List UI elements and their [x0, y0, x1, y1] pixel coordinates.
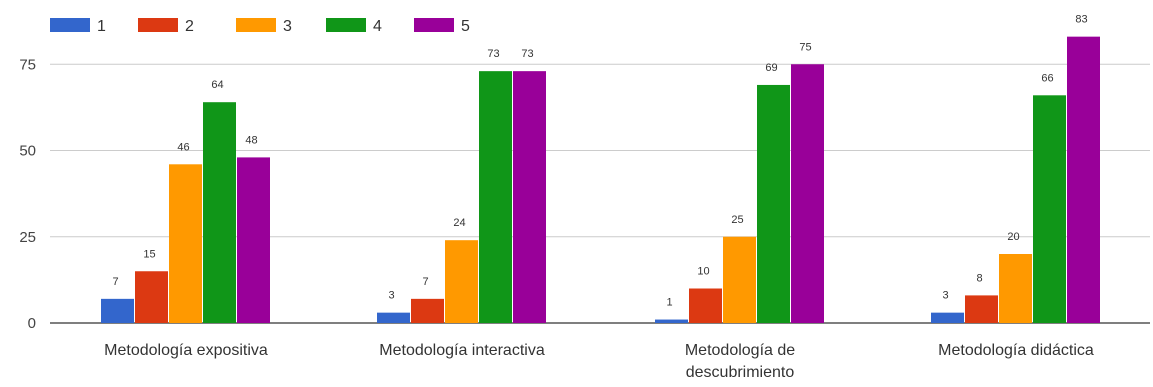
legend-label: 2 [185, 18, 194, 35]
legend-item[interactable]: 5 [414, 18, 470, 35]
legend-swatch [50, 18, 90, 32]
legend-item[interactable]: 3 [236, 18, 292, 35]
bar [791, 64, 824, 323]
bar [655, 319, 688, 323]
legend-item[interactable]: 4 [326, 18, 382, 35]
data-label: 8 [976, 272, 982, 284]
data-label: 15 [143, 248, 155, 260]
bar [757, 84, 790, 323]
bar [931, 312, 964, 323]
bars [101, 36, 1100, 324]
y-tick-label: 50 [19, 143, 36, 160]
data-label: 3 [942, 290, 948, 302]
category-label: descubrimiento [686, 364, 795, 381]
data-label: 24 [453, 217, 465, 229]
bar [101, 298, 134, 323]
bar [169, 164, 202, 323]
bar [513, 71, 546, 324]
data-label: 25 [731, 214, 743, 226]
legend-swatch [414, 18, 454, 32]
bar [1033, 95, 1066, 323]
legend-swatch [326, 18, 366, 32]
bar [965, 295, 998, 323]
legend-label: 3 [283, 18, 292, 35]
data-label: 10 [697, 266, 709, 278]
bar [135, 271, 168, 323]
data-label: 7 [422, 276, 428, 288]
bar [411, 298, 444, 323]
data-label: 69 [765, 62, 777, 74]
data-label: 1 [666, 297, 672, 309]
data-label: 73 [487, 48, 499, 60]
legend-label: 5 [461, 18, 470, 35]
category-label: Metodología expositiva [104, 342, 268, 359]
bar [689, 288, 722, 323]
data-label: 75 [799, 41, 811, 53]
legend-swatch [138, 18, 178, 32]
legend-swatch [236, 18, 276, 32]
bar [1067, 36, 1100, 324]
bar [445, 240, 478, 323]
category-label: Metodología didáctica [938, 342, 1094, 359]
data-label: 7 [112, 276, 118, 288]
bar [377, 312, 410, 323]
bar [999, 254, 1032, 323]
legend-label: 1 [97, 18, 106, 35]
legend-item[interactable]: 2 [138, 18, 194, 35]
legend-item[interactable]: 1 [50, 18, 106, 35]
data-label: 46 [177, 141, 189, 153]
data-label: 83 [1075, 14, 1087, 26]
category-labels: Metodología expositiva Metodología intera… [104, 342, 1094, 381]
bar [237, 157, 270, 323]
category-label: Metodología interactiva [379, 342, 545, 359]
data-label: 20 [1007, 231, 1019, 243]
y-tick-label: 0 [28, 315, 36, 332]
legend-label: 4 [373, 18, 382, 35]
y-axis-ticks: 0 25 50 75 [19, 56, 36, 332]
y-tick-label: 75 [19, 56, 36, 73]
data-label: 48 [245, 134, 257, 146]
y-tick-label: 25 [19, 229, 36, 246]
data-label: 66 [1041, 72, 1053, 84]
bar [203, 102, 236, 323]
bar [479, 71, 512, 324]
legend: 1 2 3 4 5 [50, 18, 470, 35]
data-label: 73 [521, 48, 533, 60]
category-label: Metodología de [685, 342, 795, 359]
bar [723, 236, 756, 323]
data-label: 64 [211, 79, 223, 91]
data-label: 3 [388, 290, 394, 302]
